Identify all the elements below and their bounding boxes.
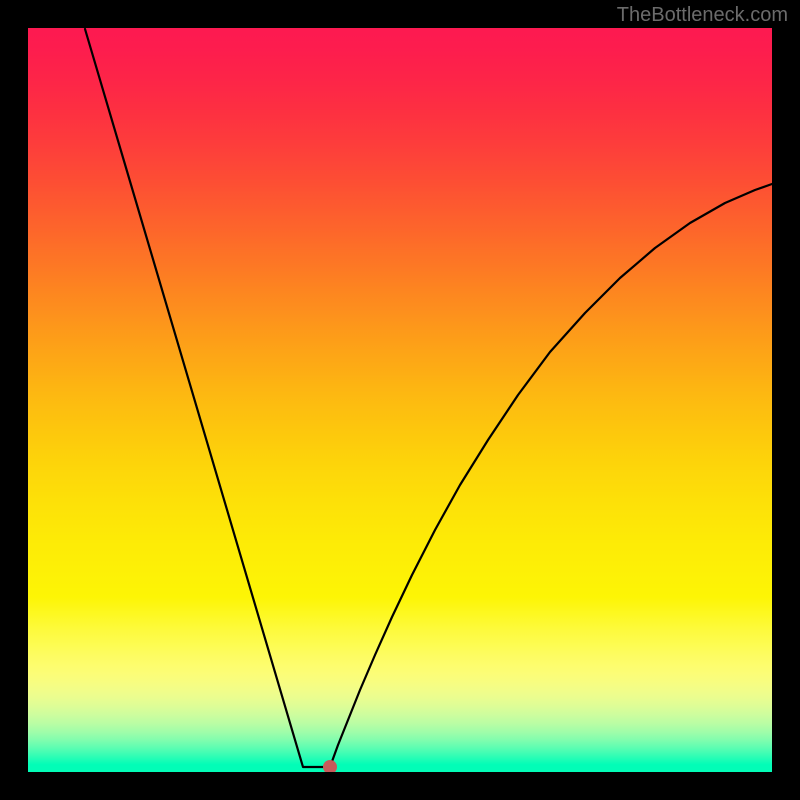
gradient-background (28, 28, 772, 772)
optimal-point-marker (323, 760, 337, 774)
watermark-text: TheBottleneck.com (617, 4, 788, 27)
bottleneck-chart (0, 0, 800, 800)
chart-container: TheBottleneck.com (0, 0, 800, 800)
